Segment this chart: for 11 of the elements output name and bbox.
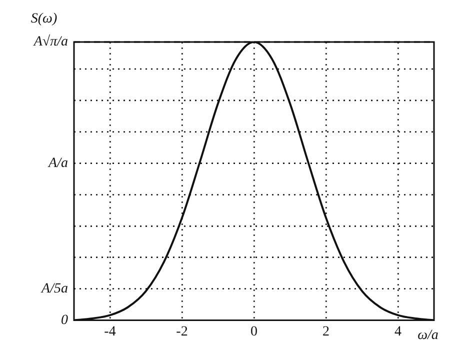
text: 0: [61, 312, 68, 328]
ref-line-label: A/a: [48, 156, 68, 171]
x-tick-label: -4: [104, 324, 116, 340]
x-tick-label: 2: [322, 324, 330, 340]
x-tick-label: 0: [250, 324, 258, 340]
ref-line-label: A/5a: [40, 281, 68, 296]
y-axis-title: S(ω): [30, 12, 58, 27]
x-axis-title: ω/a: [418, 328, 438, 343]
x-tick-label: 4: [394, 324, 402, 340]
x-tick-label: -2: [176, 324, 188, 340]
ref-line-label: A√π/a: [32, 34, 68, 50]
